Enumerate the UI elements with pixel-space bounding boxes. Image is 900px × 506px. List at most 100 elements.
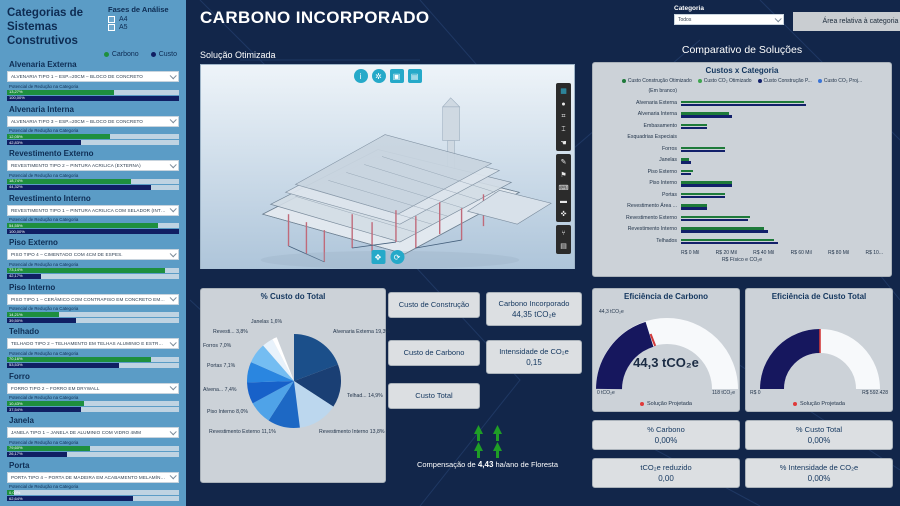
views-icon[interactable]: ▣: [389, 69, 404, 83]
bar-chart-row[interactable]: Piso Interno: [649, 179, 883, 191]
model-viewer[interactable]: i ✲ ▣ ▤ ✥ ⟳ ▦ ● ⌗ ⌶ ☚ ✎ ⚑ ⌨ ▬ ✜: [200, 64, 575, 269]
category-block: Telhado TELHADO TIPO 2 – TELHAMENTO EM TE…: [7, 327, 179, 368]
phase-option-a5[interactable]: A5: [108, 24, 178, 31]
category-select[interactable]: PISO TIPO 1 – CERÂMICO COM CONTRAPISO EM…: [7, 293, 179, 305]
category-select[interactable]: TELHADO TIPO 2 – TELHAMENTO EM TELHAS AL…: [7, 338, 179, 349]
camera-icon[interactable]: ⌨: [558, 185, 569, 192]
info-icon[interactable]: i: [353, 69, 368, 83]
reduction-potential-label: Potencial de Redução na Categoria: [9, 172, 79, 178]
kpi-intensidade-co2e[interactable]: Intensidade de CO₂e 0,15: [486, 340, 582, 374]
phase-option-a4[interactable]: A4: [108, 16, 178, 23]
checkbox-a4-icon[interactable]: [108, 16, 115, 23]
toolbar-group-3[interactable]: ⑂ ▤: [556, 225, 571, 254]
viewer-top-toolbar[interactable]: i ✲ ▣ ▤: [353, 69, 422, 83]
category-block: Revestimento Externo REVESTIMENTO TIPO 2 …: [7, 149, 179, 190]
pie-slice[interactable]: [268, 381, 300, 428]
category-select[interactable]: ALVENARIA TIPO 3 – ESP.=20CM – BLOCO DE …: [7, 115, 179, 127]
bar-chart-row[interactable]: Piso Externo: [648, 168, 883, 180]
cost-bar: 39,50%: [7, 318, 179, 323]
reduction-potential-label: Potencial de Redução na Categoria: [9, 306, 79, 311]
pie-slice[interactable]: [247, 381, 294, 404]
pencil-icon[interactable]: ✎: [560, 159, 567, 166]
bar-chart-row[interactable]: Forros: [662, 145, 883, 157]
kpi-percent-intensidade[interactable]: % Intensidade de CO₂e 0,00%: [745, 458, 893, 488]
category-block: Forro FORRO TIPO 2 – FORRO EM DRYWALL Pote…: [7, 372, 179, 412]
category-select[interactable]: PISO TIPO 4 – CIMENTADO COM 4CM DE ESPES…: [7, 249, 179, 260]
bar-chart-row[interactable]: Revestimento Externo: [626, 214, 883, 226]
legend-custo-dot-icon: [150, 52, 156, 57]
bar-chart-row[interactable]: Embasamento: [644, 122, 883, 134]
pie-slice[interactable]: [252, 381, 294, 421]
ruler-icon[interactable]: ⌶: [561, 126, 566, 133]
cube-icon[interactable]: ▦: [560, 88, 567, 95]
bar-chart-row[interactable]: Revestimento Interno: [628, 225, 883, 237]
cost-bar-value: 100,00%: [9, 95, 25, 100]
bar-series-1: [681, 215, 750, 219]
toolbar-group-2[interactable]: ✎ ⚑ ⌨ ▬ ✜: [556, 154, 571, 222]
bar-chart-row[interactable]: Esquadrias Especiais: [627, 133, 883, 145]
bar-chart-row[interactable]: Alvenaria Externa: [636, 99, 883, 111]
category-select[interactable]: FORRO TIPO 2 – FORRO EM DRYWALL: [7, 382, 179, 394]
category-selected-value: REVESTIMENTO TIPO 1 – PINTURA ACRILICA C…: [11, 207, 166, 213]
measure-icon[interactable]: ⌗: [561, 113, 566, 120]
kpi-title: Custo Total: [415, 390, 453, 400]
bar-chart-row[interactable]: Janelas: [659, 156, 883, 168]
bar-series-2: [681, 149, 726, 153]
kpi-custo-carbono[interactable]: Custo de Carbono: [388, 340, 480, 366]
kpi-carbono-incorporado[interactable]: Carbono Incorporado 44,35 tCO₂e: [486, 292, 582, 326]
pin-icon[interactable]: ⚑: [560, 172, 567, 179]
costs-by-category-chart: Custos x Categoria Custo Construção Otim…: [592, 62, 892, 277]
category-select[interactable]: REVESTIMENTO TIPO 2 – PINTURA ACRILICA (…: [7, 160, 179, 171]
layers-icon[interactable]: ▤: [560, 243, 567, 250]
tree-icon[interactable]: ⑂: [561, 229, 566, 237]
bar-chart-row[interactable]: Alvenaria Interna: [638, 110, 883, 122]
toolbar-group-1[interactable]: ▦ ● ⌗ ⌶ ☚: [556, 83, 571, 151]
orbit-icon[interactable]: ⟳: [390, 250, 404, 264]
point-icon[interactable]: ●: [561, 100, 566, 108]
checkbox-a5-icon[interactable]: [108, 24, 115, 31]
bar-series-2: [681, 207, 708, 210]
pie-label-value: 13,8%: [369, 429, 385, 435]
category-select[interactable]: ALVENARIA TIPO 1 – ESP.=20CM – BLOCO DE …: [7, 71, 179, 82]
move-icon[interactable]: ✜: [560, 211, 567, 218]
hand-icon[interactable]: ☚: [560, 140, 567, 147]
bar-series-2: [681, 172, 692, 176]
pie-slice[interactable]: [294, 381, 334, 428]
bar-series-1: [681, 192, 726, 196]
pan-icon[interactable]: ✥: [371, 250, 385, 264]
pie-slice[interactable]: [294, 364, 341, 407]
viewer-side-toolbar[interactable]: ▦ ● ⌗ ⌶ ☚ ✎ ⚑ ⌨ ▬ ✜ ⑂ ▤: [556, 83, 571, 254]
pie-slice[interactable]: [263, 339, 294, 381]
category-filter-select[interactable]: Todos: [674, 14, 784, 25]
bar-chart-row[interactable]: Revestimento Área ...: [627, 202, 883, 214]
pie-slice[interactable]: [247, 362, 294, 383]
settings-icon[interactable]: ✲: [371, 69, 386, 83]
rect-icon[interactable]: ▬: [560, 197, 567, 205]
x-tick-label: R$ 40 Mil: [753, 250, 775, 256]
cost-bar-value: 62,64%: [9, 495, 23, 501]
pie-slice[interactable]: [294, 334, 339, 381]
area-relative-button[interactable]: Área relativa à categoria: [793, 12, 900, 31]
category-select[interactable]: JANELA TIPO 1 – JANELA DE ALUMINIO COM V…: [7, 427, 179, 438]
viewer-bottom-toolbar[interactable]: ✥ ⟳: [371, 250, 404, 264]
kpi-tco2e-reduzido[interactable]: tCO₂e reduzido 0,00: [592, 458, 740, 488]
pie-slice[interactable]: [272, 337, 294, 381]
tree-icon: [492, 425, 502, 441]
bar-category-label: Esquadrias Especiais: [627, 134, 677, 140]
kpi-percent-custo-total[interactable]: % Custo Total 0,00%: [745, 420, 893, 450]
bar-chart-row[interactable]: Telhados: [656, 237, 883, 249]
bar-series-1: [681, 146, 726, 150]
pie-slice[interactable]: [250, 345, 294, 381]
category-select[interactable]: PORTA TIPO 4 – PORTA DE MADEIRA EM ACABA…: [7, 471, 179, 483]
bar-category-label: Telhados: [656, 237, 677, 244]
grid-icon[interactable]: ▤: [407, 69, 422, 83]
kpi-custo-construcao[interactable]: Custo de Construção: [388, 292, 480, 318]
gauge1-top-value: 44,3 tCO₂e: [599, 309, 624, 315]
category-select[interactable]: REVESTIMENTO TIPO 1 – PINTURA ACRILICA C…: [7, 204, 179, 216]
bar-chart-row[interactable]: Portas: [662, 191, 883, 203]
bar-chart-row[interactable]: (Em branco): [648, 87, 883, 99]
kpi-percent-carbono[interactable]: % Carbono 0,00%: [592, 420, 740, 450]
kpi-custo-total[interactable]: Custo Total: [388, 383, 480, 409]
category-name: Alvenaria Externa: [9, 60, 77, 69]
